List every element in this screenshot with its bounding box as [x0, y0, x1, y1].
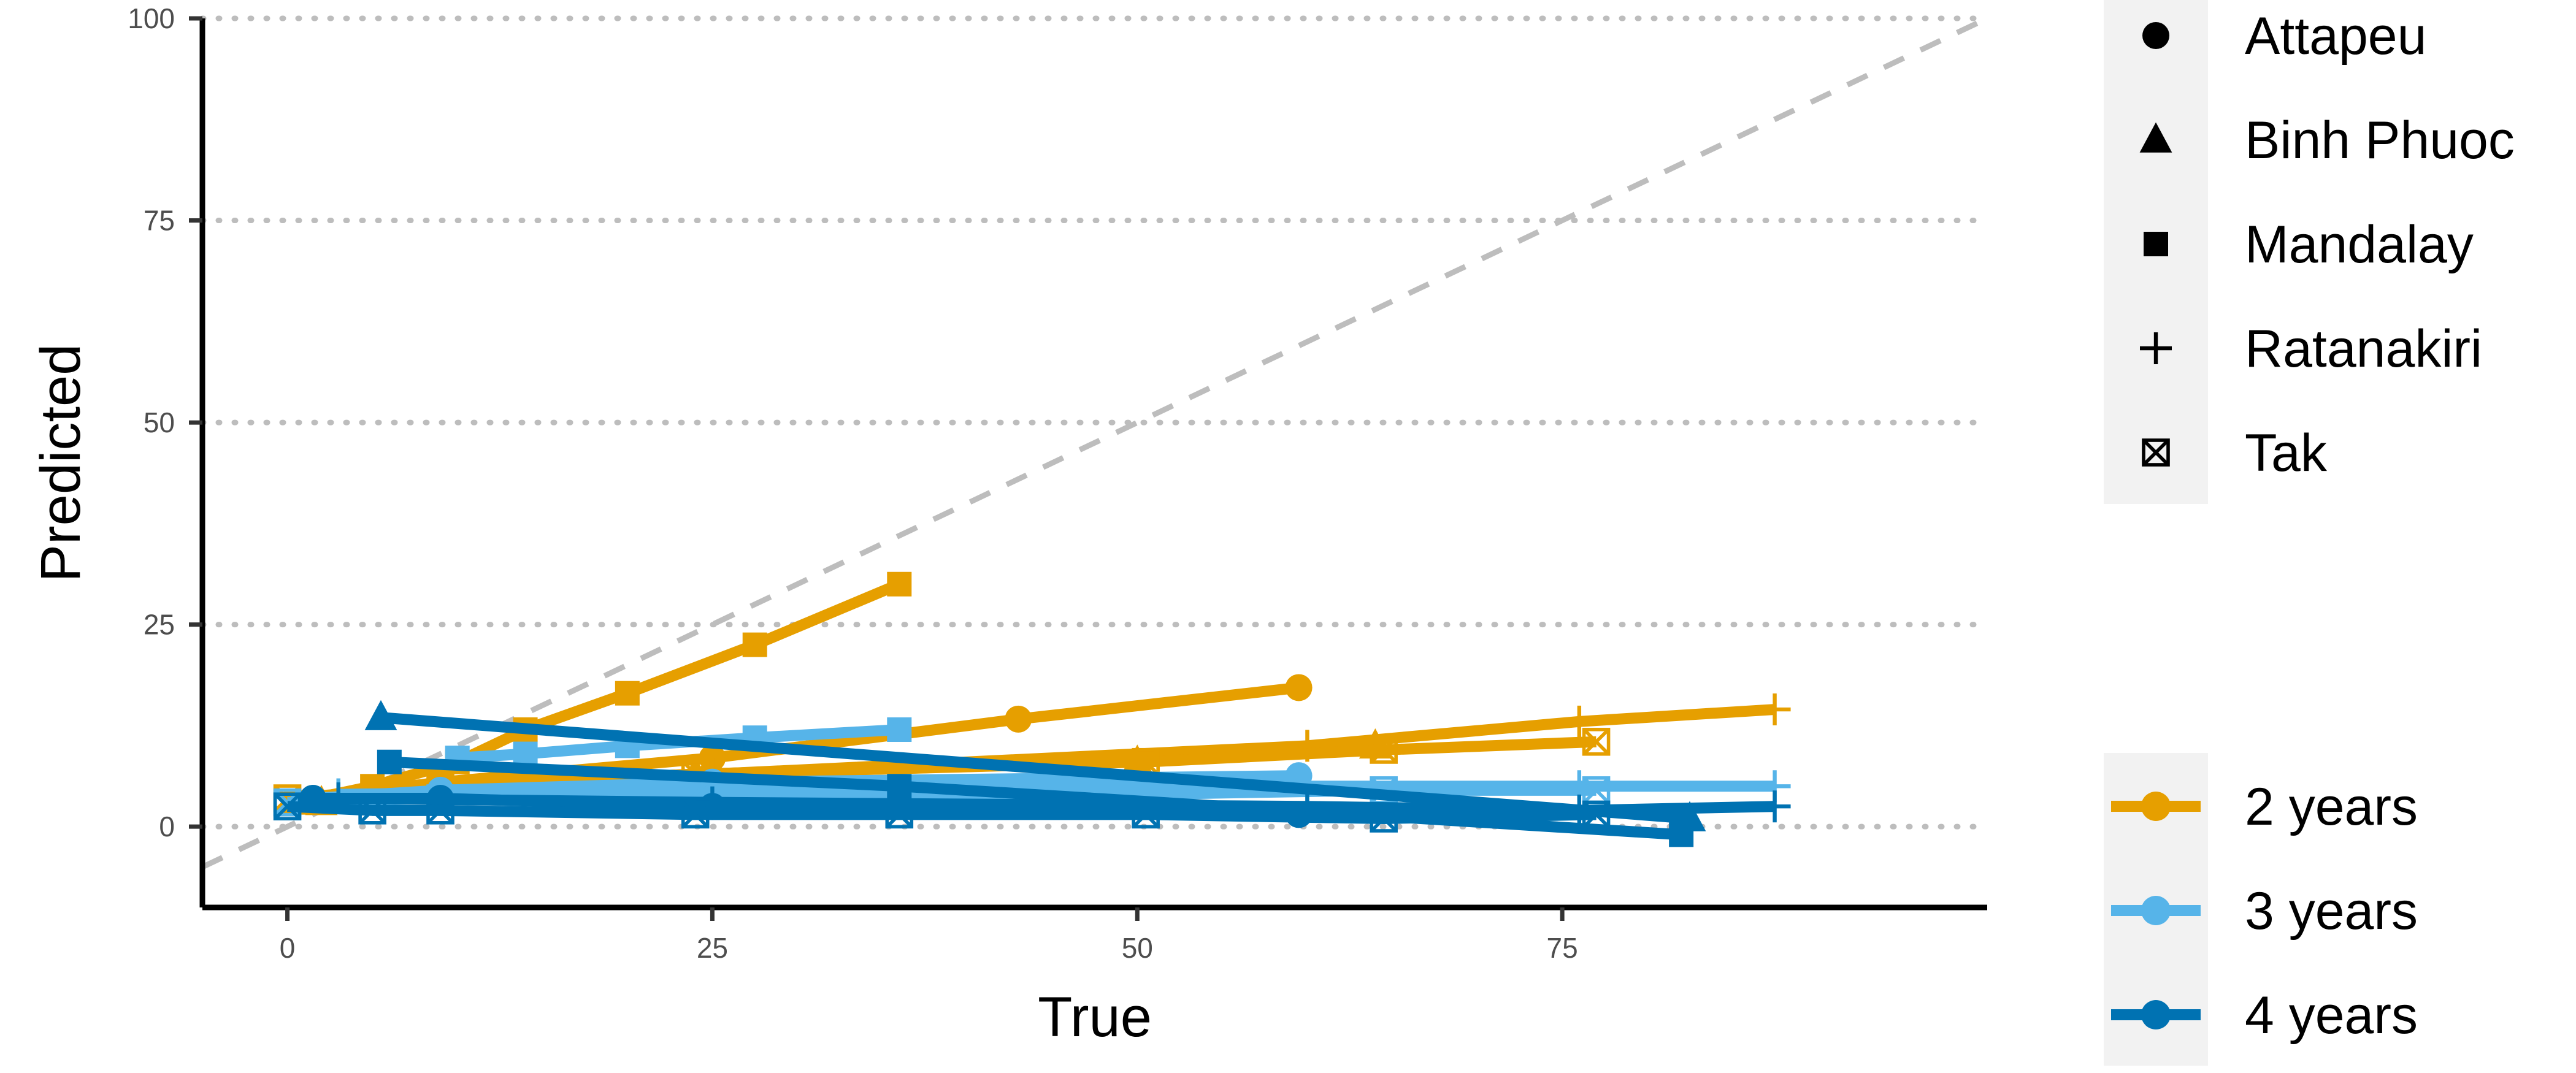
- color-legend-label: 2 years: [2245, 777, 2418, 836]
- color-legend-label: 4 years: [2245, 986, 2418, 1045]
- shape-legend-item-mandalay: Mandalay: [2144, 215, 2474, 274]
- point-2-years-tak-3: [1132, 747, 1160, 776]
- shape-legend-key-1: [2139, 122, 2172, 153]
- point-2-years-mandalay-5: [742, 632, 767, 657]
- y-tick-label-25: 25: [144, 609, 175, 641]
- point-4-years-mandalay-1: [887, 774, 912, 799]
- shape-legend-item-binh-phuoc: Binh Phuoc: [2139, 111, 2515, 170]
- shape-legend-item-ratanakiri: Ratanakiri: [2140, 319, 2482, 378]
- point-2-years-tak-4: [1370, 736, 1398, 764]
- x-tick-label-25: 25: [697, 932, 728, 964]
- color-legend-item-4-years: 4 years: [2111, 986, 2418, 1045]
- shape-legend-item-attapeu: Attapeu: [2142, 7, 2426, 66]
- shape-legend-key-3: [2140, 332, 2172, 364]
- shape-legend-label: Attapeu: [2245, 7, 2426, 66]
- color-legend-item-2-years: 2 years: [2111, 777, 2418, 836]
- point-4-years-tak-0: [273, 792, 302, 821]
- series-layer: [273, 571, 1791, 847]
- point-2-years-attapeu-4: [1285, 674, 1313, 701]
- point-2-years-mandalay-4: [615, 681, 640, 706]
- shape-legend-key-2: [2144, 232, 2168, 256]
- point-4-years-tak-2: [426, 796, 454, 825]
- gridlines: [199, 15, 1990, 830]
- shape-legend-label: Mandalay: [2245, 215, 2474, 274]
- color-legend: 2 years 3 years 4 years: [2104, 753, 2418, 1066]
- point-4-years-ratanakiri-4: [1758, 790, 1791, 823]
- axes: [199, 18, 1987, 911]
- point-4-years-tak-7: [1582, 800, 1611, 829]
- point-4-years-binh-phuoc-0: [364, 700, 397, 730]
- y-tick-label-0: 0: [159, 811, 175, 842]
- color-legend-key-point-0: [2141, 792, 2171, 821]
- color-legend-key-point-1: [2141, 896, 2171, 925]
- point-4-years-tak-6: [1370, 804, 1398, 833]
- point-2-years-ratanakiri-4: [1758, 693, 1791, 726]
- x-tick-label-75: 75: [1547, 932, 1578, 964]
- reference-line: [201, 15, 1988, 870]
- series-line-4-years-binh-phuoc: [380, 712, 1690, 824]
- point-3-years-mandalay-4: [887, 717, 912, 742]
- x-tick-label-50: 50: [1122, 932, 1153, 964]
- point-2-years-mandalay-6: [887, 571, 912, 597]
- y-tick-label-100: 100: [128, 2, 175, 34]
- shape-legend-label: Ratanakiri: [2245, 319, 2482, 378]
- x-axis-ticks: 0 25 50 75: [280, 907, 1578, 964]
- x-tick-label-0: 0: [280, 932, 296, 964]
- shape-legend-item-tak: Tak: [2142, 424, 2328, 483]
- shape-legend-label: Binh Phuoc: [2245, 111, 2515, 170]
- point-4-years-tak-1: [358, 796, 386, 825]
- y-axis-ticks: 0 25 50 75 100: [128, 2, 202, 842]
- shape-legend-key-0: [2142, 22, 2169, 49]
- point-4-years-mandalay-0: [377, 749, 402, 774]
- shape-legend-label: Tak: [2245, 424, 2328, 483]
- color-legend-key-point-2: [2141, 1000, 2171, 1029]
- color-legend-item-3-years: 3 years: [2111, 882, 2418, 941]
- y-tick-label-75: 75: [144, 205, 175, 237]
- series-3-years-mandalay: [445, 717, 912, 771]
- point-2-years-tak-5: [1582, 727, 1611, 756]
- point-2-years-attapeu-3: [1005, 705, 1032, 733]
- point-4-years-tak-3: [681, 800, 710, 829]
- point-4-years-tak-5: [1132, 800, 1160, 829]
- point-3-years-mandalay-1: [513, 741, 538, 766]
- x-axis-title: True: [1038, 986, 1152, 1048]
- series-4-years-tak: [273, 792, 1611, 833]
- shape-legend-key-4: [2142, 438, 2170, 467]
- shape-legend: Attapeu Binh Phuoc Mandalay Ratanakiri Tak: [2104, 0, 2515, 504]
- point-4-years-mandalay-2: [1669, 822, 1694, 847]
- point-2-years-ratanakiri-3: [1563, 705, 1595, 738]
- point-4-years-tak-4: [885, 800, 914, 829]
- color-legend-label: 3 years: [2245, 882, 2418, 941]
- y-tick-label-50: 50: [144, 407, 175, 438]
- y-axis-title: Predicted: [29, 344, 92, 582]
